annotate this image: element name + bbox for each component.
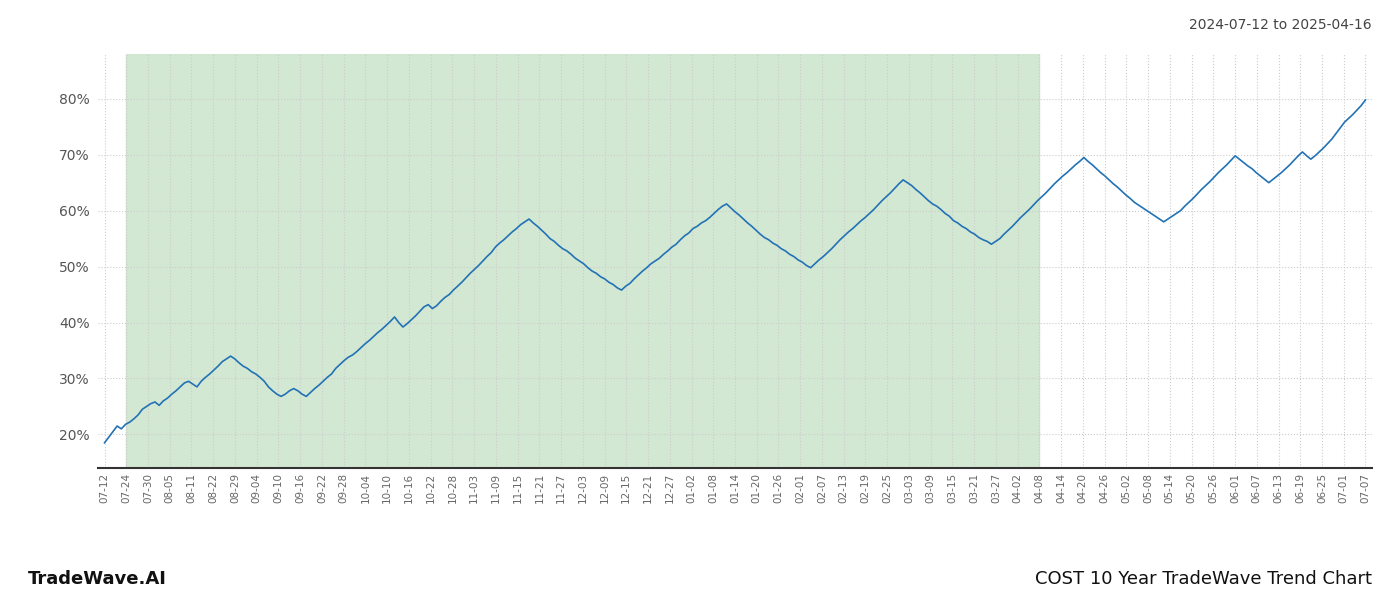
Text: 2024-07-12 to 2025-04-16: 2024-07-12 to 2025-04-16 <box>1190 18 1372 32</box>
Bar <box>126 54 1039 468</box>
Text: COST 10 Year TradeWave Trend Chart: COST 10 Year TradeWave Trend Chart <box>1035 570 1372 588</box>
Text: TradeWave.AI: TradeWave.AI <box>28 570 167 588</box>
